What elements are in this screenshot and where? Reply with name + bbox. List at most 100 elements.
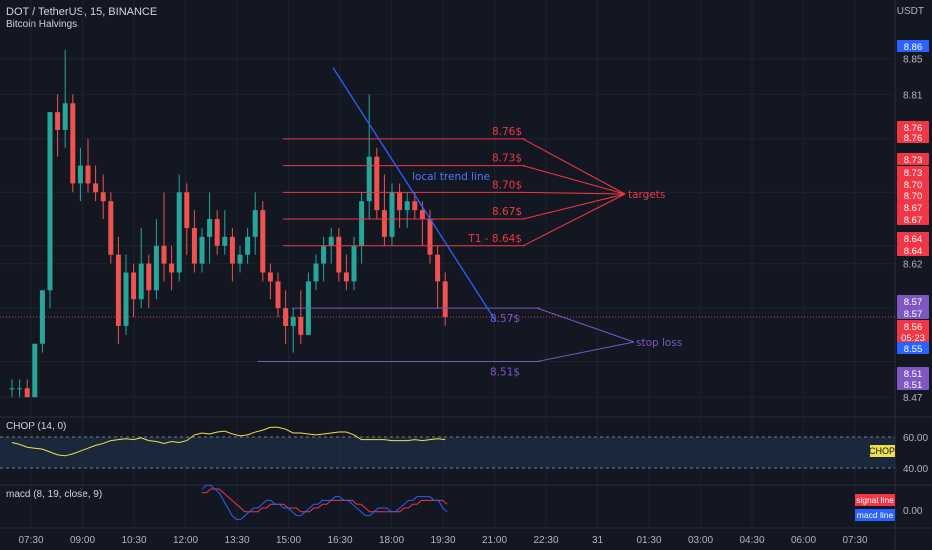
target-arrow [522, 193, 626, 220]
target-label: 8.76$ [492, 126, 522, 138]
time-tick-label: 13:30 [224, 535, 249, 546]
price-badge-label: 8.70 [904, 180, 923, 191]
candle-body [321, 245, 327, 264]
price-badge-label: 8.57 [904, 309, 923, 320]
candle-body [336, 236, 342, 273]
price-badge [897, 378, 929, 390]
stop-value-label: 8.51$ [490, 367, 520, 379]
candle-body [24, 388, 30, 398]
chop-tick-label: 40.00 [903, 464, 928, 475]
price-badge-label: 8.51 [904, 380, 923, 391]
candle-body [374, 156, 380, 211]
price-badge [897, 367, 929, 379]
symbol-title: DOT / TetherUS, 15, BINANCE [6, 6, 158, 18]
drawing-annotations[interactable]: 8.76$ 8.73$ 8.70$ 8.67$ T1 - 8.64$ targets 8.5… [258, 67, 682, 379]
chop-indicator [0, 426, 895, 469]
candle-body [184, 192, 190, 228]
macd-line [201, 484, 448, 520]
chop-pane-label: CHOP (14, 0) [6, 421, 67, 432]
candle-body [290, 317, 296, 326]
candle-body [207, 219, 213, 237]
time-tick-label: 03:00 [688, 535, 713, 546]
chop-badge-label: CHOP [869, 446, 895, 456]
time-tick-label: 04:30 [739, 535, 764, 546]
signal-legend-label: signal line [856, 495, 894, 505]
macd-pane-label: macd (8, 19, close, 9) [6, 489, 103, 500]
stop-value-label: 8.57$ [490, 313, 520, 325]
macd-legend-label: macd line [857, 510, 894, 520]
candle-body [328, 236, 334, 246]
time-tick-label: 19:30 [430, 535, 455, 546]
time-tick-label: 31 [592, 535, 604, 546]
price-badge-label: 8.73 [904, 155, 923, 166]
candle-body [108, 201, 114, 255]
price-badge [897, 131, 929, 143]
candle-body [70, 103, 76, 184]
target-label: 8.67$ [492, 206, 522, 218]
macd-indicator [201, 484, 448, 520]
price-badge [897, 189, 929, 201]
candle-body [419, 210, 425, 220]
candle-body [123, 272, 129, 326]
candle-body [77, 165, 83, 184]
candle-body [275, 281, 281, 309]
candle-body [397, 192, 403, 211]
time-axis: 07:30 09:00 10:30 12:00 13:30 15:00 16:30 18:00… [18, 535, 867, 546]
candle-body [435, 254, 441, 282]
chop-band [0, 437, 895, 468]
price-badge-label: 8.73 [904, 168, 923, 179]
price-badge [897, 121, 929, 133]
price-badge [897, 244, 929, 256]
candle-body [267, 272, 273, 282]
candle-body [9, 388, 15, 390]
candle-body [17, 388, 23, 390]
price-badge-label: 8.64 [904, 246, 923, 257]
time-tick-label: 22:30 [533, 535, 558, 546]
time-tick-label: 07:30 [842, 535, 867, 546]
candle-body [366, 156, 372, 202]
targets-label: targets [628, 189, 665, 201]
candle-body [115, 254, 121, 326]
candle-body [389, 192, 395, 237]
time-tick-label: 10:30 [121, 535, 146, 546]
candle-body [161, 245, 167, 264]
macd-tick-label: 0.00 [903, 506, 923, 517]
candle-body [351, 245, 357, 282]
candle-body [176, 192, 182, 273]
candle-body [381, 210, 387, 237]
price-tick-label: 8.81 [903, 90, 923, 101]
candle-body [169, 263, 175, 273]
time-tick-label: 12:00 [173, 535, 198, 546]
price-badge [897, 307, 929, 319]
candle-body [93, 183, 99, 193]
price-badge-label: 8.64 [904, 234, 923, 245]
time-tick-label: 07:30 [18, 535, 43, 546]
price-tick-label: 8.47 [903, 393, 923, 404]
candlestick-series [0, 49, 895, 398]
stop-loss-label: stop loss [636, 337, 682, 349]
price-badge-label: 05:23 [901, 333, 925, 344]
candle-body [313, 263, 319, 282]
price-badge-label: 8.76 [904, 123, 923, 134]
price-badge [897, 331, 929, 343]
price-badge [897, 166, 929, 178]
macd-signal-line [202, 488, 448, 513]
candle-body [229, 236, 235, 264]
price-badge-label: 8.57 [904, 297, 923, 308]
price-badge [897, 213, 929, 225]
price-badge-label: 8.70 [904, 191, 923, 202]
trend-line-label: local trend line [412, 171, 490, 183]
target-label: T1 - 8.64$ [467, 233, 522, 245]
candle-body [412, 201, 418, 211]
candle-body [237, 254, 243, 264]
price-badge [897, 178, 929, 190]
time-tick-label: 16:30 [327, 535, 352, 546]
target-arrow [522, 193, 626, 247]
candle-body [191, 227, 197, 264]
currency-label: USDT [896, 6, 924, 17]
target-arrow [522, 138, 626, 195]
target-arrow [522, 191, 626, 195]
time-tick-label: 06:00 [791, 535, 816, 546]
price-badge [897, 201, 929, 213]
